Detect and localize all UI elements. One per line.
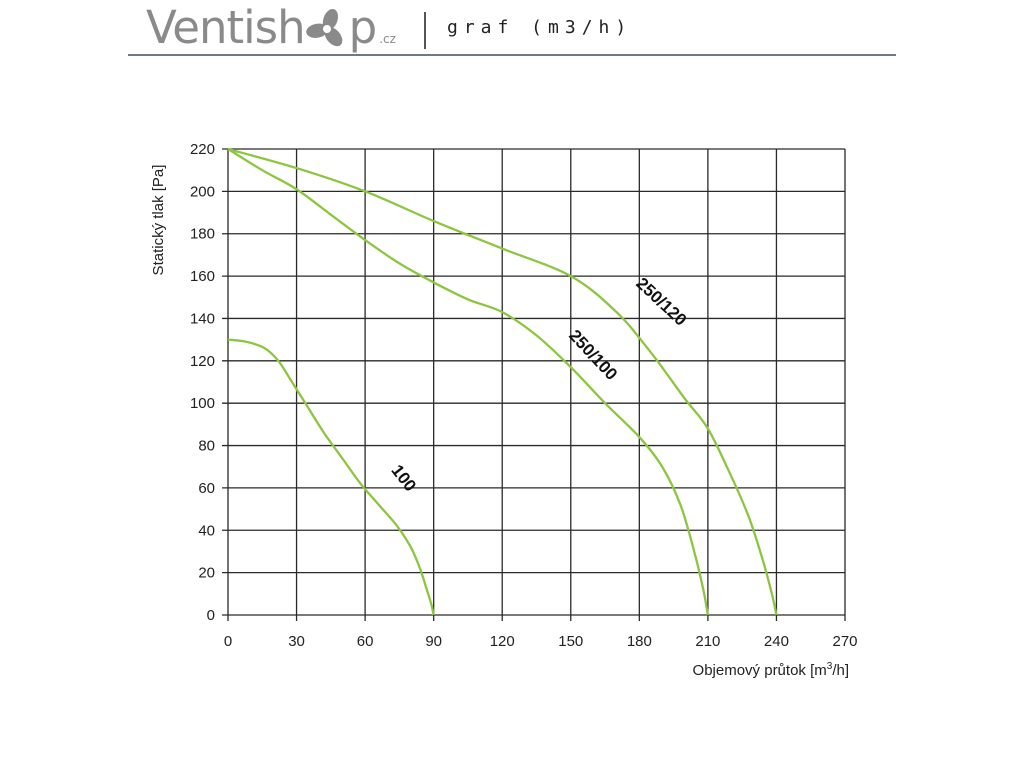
- page-subtitle: graf (m3/h): [447, 17, 633, 38]
- x-tick-label: 240: [764, 633, 789, 650]
- y-tick-label: 60: [198, 480, 215, 497]
- y-tick-label: 100: [190, 395, 215, 412]
- x-tick-label: 210: [695, 633, 720, 650]
- header-rule: [128, 54, 896, 56]
- x-tick-label: 0: [224, 633, 232, 650]
- y-tick-label: 120: [190, 353, 215, 370]
- x-tick-label: 90: [425, 633, 442, 650]
- chart-series: [227, 147, 778, 616]
- x-tick-label: 60: [357, 633, 374, 650]
- fan-icon: [305, 8, 342, 47]
- brand-suffix: p: [348, 1, 378, 54]
- x-tick-label: 120: [490, 633, 515, 650]
- y-tick-label: 20: [198, 565, 215, 582]
- y-axis-title: Statický tlak [Pa]: [150, 165, 167, 276]
- brand-logo[interactable]: Ventish p .cz: [146, 2, 396, 65]
- curve-label-2: 250/120: [632, 274, 690, 330]
- curve-label-0: 100: [388, 461, 420, 495]
- x-tick-label: 150: [558, 633, 583, 650]
- brand-tld: .cz: [379, 32, 396, 46]
- header-divider: [424, 12, 426, 49]
- chart-grid: [222, 148, 846, 621]
- y-tick-label: 0: [207, 607, 215, 624]
- x-axis-title: Objemový průtok [m3/h]: [693, 661, 849, 679]
- y-tick-label: 220: [190, 141, 215, 158]
- header: Ventish p .cz graf (m3/h): [0, 0, 1024, 58]
- y-tick-label: 180: [190, 226, 215, 243]
- series-line-1: [227, 148, 710, 616]
- y-tick-label: 200: [190, 183, 215, 200]
- curve-label-1: 250/100: [565, 326, 621, 384]
- series-line-0: [227, 338, 435, 616]
- y-tick-label: 40: [198, 522, 215, 539]
- brand-prefix: Ventish: [146, 1, 306, 54]
- x-tick-label: 180: [627, 633, 652, 650]
- y-tick-label: 140: [190, 310, 215, 327]
- x-tick-label: 270: [832, 633, 857, 650]
- x-tick-label: 30: [288, 633, 305, 650]
- series-line-2: [227, 147, 778, 616]
- chart-ticks: 0 30 60 90 120 150 180 210 240 270 0 20 40 60 80 100 120…: [190, 141, 858, 650]
- y-tick-label: 80: [198, 438, 215, 455]
- y-tick-label: 160: [190, 268, 215, 285]
